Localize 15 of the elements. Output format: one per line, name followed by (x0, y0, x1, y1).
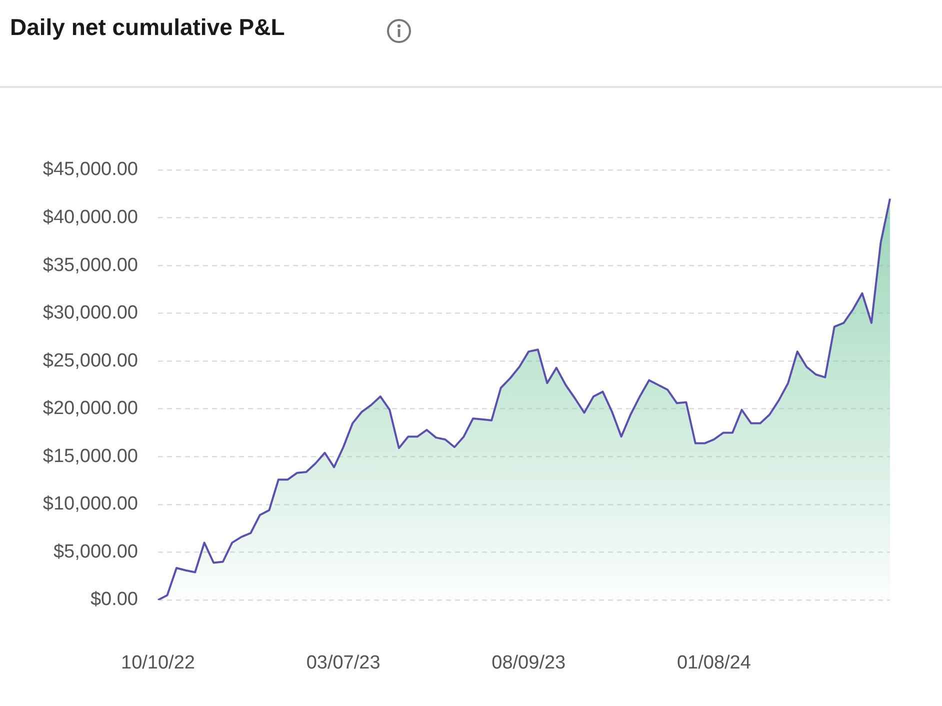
y-tick-label: $45,000.00 (42, 159, 138, 180)
y-tick-label: $0.00 (90, 589, 138, 610)
x-tick-label: 08/09/23 (492, 652, 566, 674)
x-tick-label: 10/10/22 (121, 652, 195, 674)
y-tick-label: $35,000.00 (42, 254, 138, 276)
y-tick-label: $10,000.00 (42, 494, 138, 515)
y-tick-label: $30,000.00 (42, 302, 138, 324)
y-tick-label: $40,000.00 (42, 207, 138, 228)
chart-title: Daily net cumulative P&L (10, 14, 285, 41)
y-tick-label: $25,000.00 (42, 350, 138, 372)
y-tick-label: $5,000.00 (53, 541, 138, 562)
y-tick-label: $20,000.00 (42, 398, 138, 420)
x-tick-label: 03/07/23 (306, 652, 380, 674)
y-tick-label: $15,000.00 (42, 446, 138, 467)
x-tick-label: 01/08/24 (676, 652, 752, 674)
